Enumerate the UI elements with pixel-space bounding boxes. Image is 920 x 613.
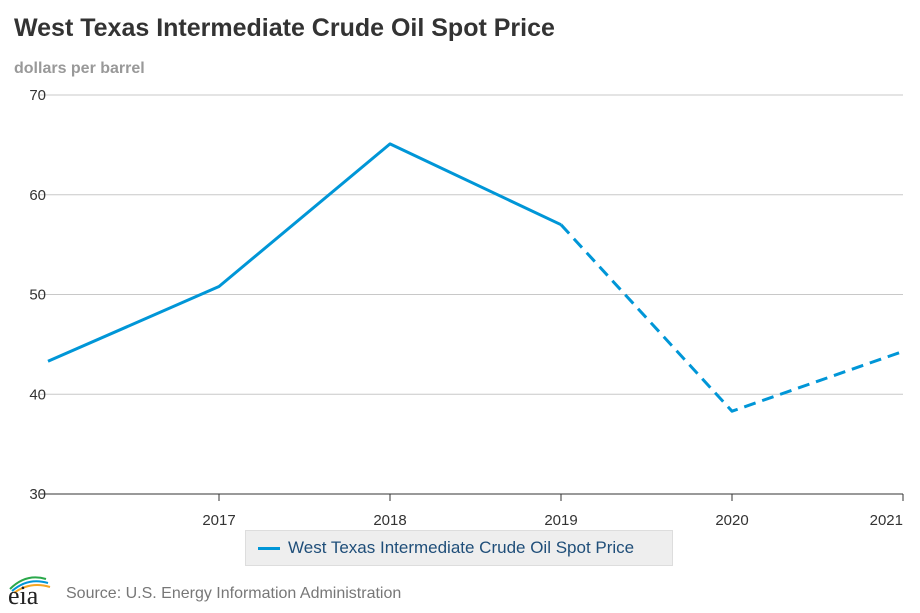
- x-tick-label-2020: 2020: [715, 512, 748, 529]
- eia-logo-text: eia: [8, 581, 39, 610]
- y-tick-label-50: 50: [29, 287, 46, 304]
- eia-logo-arcs-icon: [9, 576, 51, 594]
- y-tick-label-40: 40: [29, 386, 46, 403]
- x-tick-label-2018: 2018: [373, 512, 406, 529]
- x-tick-label-2019: 2019: [544, 512, 577, 529]
- series-line-forecast-0: [559, 223, 904, 413]
- source-note: Source: U.S. Energy Information Administ…: [66, 585, 402, 602]
- series-line-historical-0: [47, 142, 562, 363]
- chart-legend[interactable]: West Texas Intermediate Crude Oil Spot P…: [245, 530, 673, 566]
- footer: eia Source: U.S. Energy Information Admi…: [6, 571, 402, 610]
- eia-logo: eia: [6, 571, 54, 610]
- y-axis-unit-label: dollars per barrel: [14, 60, 145, 77]
- x-tick-label-2017: 2017: [202, 512, 235, 529]
- legend-line-swatch: [258, 546, 280, 550]
- x-tick-label-2021: 2021: [870, 512, 903, 529]
- legend-item-label: West Texas Intermediate Crude Oil Spot P…: [288, 538, 635, 557]
- chart-title: West Texas Intermediate Crude Oil Spot P…: [14, 14, 555, 42]
- y-tick-label-30: 30: [29, 486, 46, 503]
- y-tick-label-70: 70: [29, 87, 46, 104]
- y-tick-label-60: 60: [29, 187, 46, 204]
